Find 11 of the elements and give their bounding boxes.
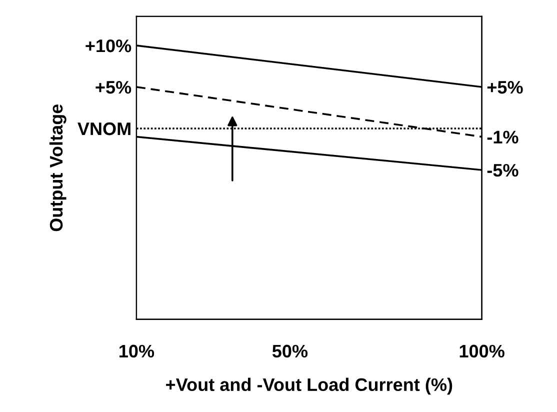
y2-tick-label: +5% <box>487 80 523 94</box>
y-tick-label: +10% <box>86 39 132 52</box>
y-tick-label: +5% <box>96 80 132 94</box>
x-axis-title: +Vout and -Vout Load Current (%) <box>166 378 452 395</box>
y2-tick-label: -1% <box>487 130 518 144</box>
x-tick-label: 50% <box>272 344 308 358</box>
y-tick-label: VNOM <box>78 122 130 136</box>
y2-tick-label: -5% <box>487 164 518 177</box>
x-tick-label: 100% <box>460 344 504 358</box>
y-axis-title: Output Voltage <box>49 104 66 232</box>
x-tick-label: 10% <box>120 344 154 358</box>
